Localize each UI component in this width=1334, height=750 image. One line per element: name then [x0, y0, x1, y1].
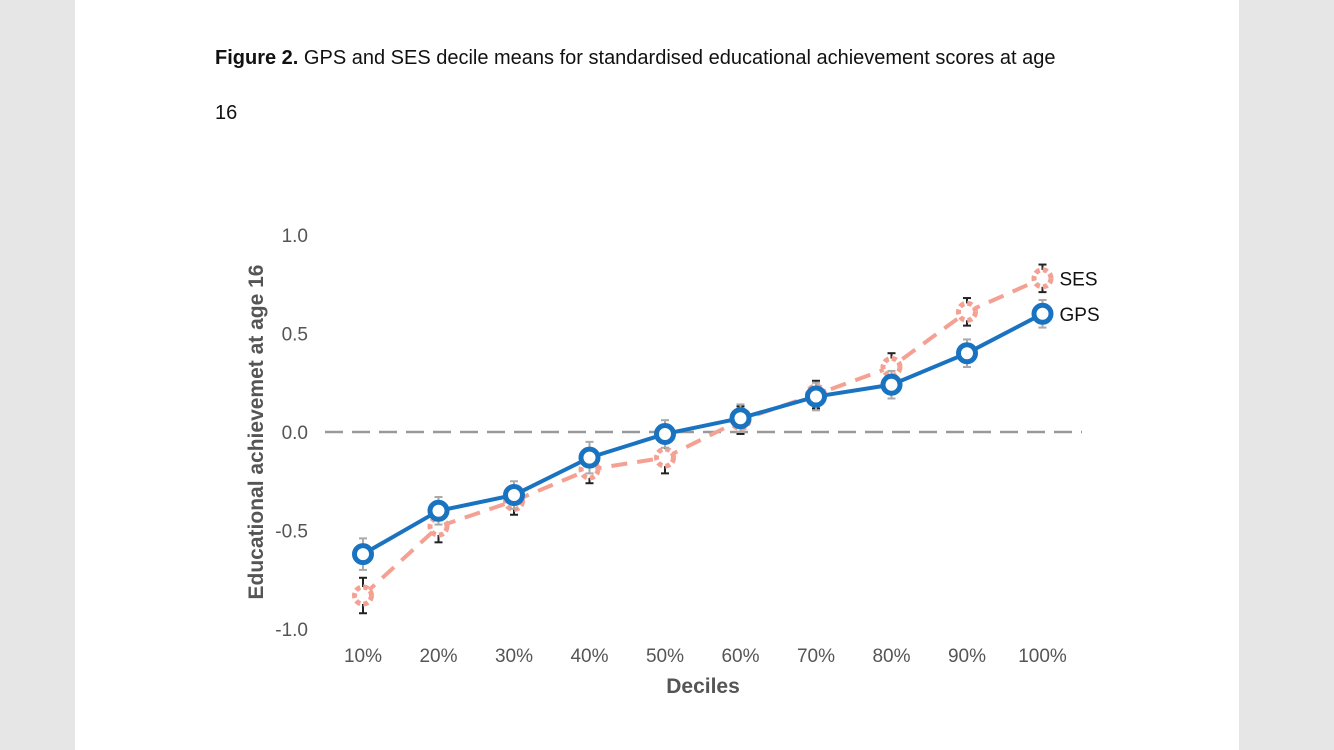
figure-caption-text: GPS and SES decile means for standardise…	[298, 47, 1056, 69]
data-point-gps	[352, 543, 374, 566]
data-point-gps	[1031, 302, 1054, 325]
x-axis-label: Deciles	[666, 675, 740, 698]
x-tick-label: 90%	[948, 646, 986, 667]
figure-label: Figure 2.	[215, 47, 299, 69]
data-point-gps	[654, 422, 676, 445]
series-line-gps	[362, 312, 1044, 556]
x-tick-label: 30%	[495, 646, 533, 667]
data-point-gps	[880, 373, 903, 396]
x-tick-label: 100%	[1018, 646, 1067, 667]
y-tick-label: 0.0	[282, 423, 308, 444]
figure-caption: Figure 2. GPS and SES decile means for s…	[215, 44, 1115, 72]
data-point-ses	[880, 355, 903, 378]
x-tick-label: 80%	[872, 646, 910, 667]
data-point-gps	[427, 499, 450, 522]
x-tick-label: 70%	[797, 646, 835, 667]
x-tick-label: 10%	[344, 646, 382, 667]
x-tick-label: 60%	[721, 646, 759, 667]
data-point-gps	[805, 385, 827, 408]
data-point-ses	[352, 584, 374, 607]
x-tick-label: 50%	[646, 646, 684, 667]
y-axis-label: Educational achievemet at age 16	[245, 265, 268, 600]
series-label-gps: GPS	[1060, 305, 1100, 326]
data-point-ses	[427, 515, 450, 538]
series-label-ses: SES	[1060, 269, 1098, 290]
y-tick-label: -0.5	[275, 522, 308, 543]
data-point-gps	[956, 342, 978, 365]
data-point-ses	[956, 300, 978, 323]
series-line-ses	[361, 276, 1044, 597]
x-tick-label: 20%	[419, 646, 457, 667]
data-point-gps	[729, 407, 752, 430]
y-tick-label: -1.0	[275, 620, 308, 641]
data-point-ses	[1031, 267, 1054, 290]
data-point-ses	[654, 446, 676, 469]
x-tick-label: 40%	[570, 646, 608, 667]
document-page: Figure 2. GPS and SES decile means for s…	[75, 0, 1239, 750]
y-tick-label: 1.0	[282, 226, 308, 247]
data-point-gps	[503, 484, 525, 507]
figure-caption-continuation: 16	[215, 102, 238, 124]
data-point-gps	[578, 446, 601, 469]
y-tick-label: 0.5	[282, 325, 308, 346]
